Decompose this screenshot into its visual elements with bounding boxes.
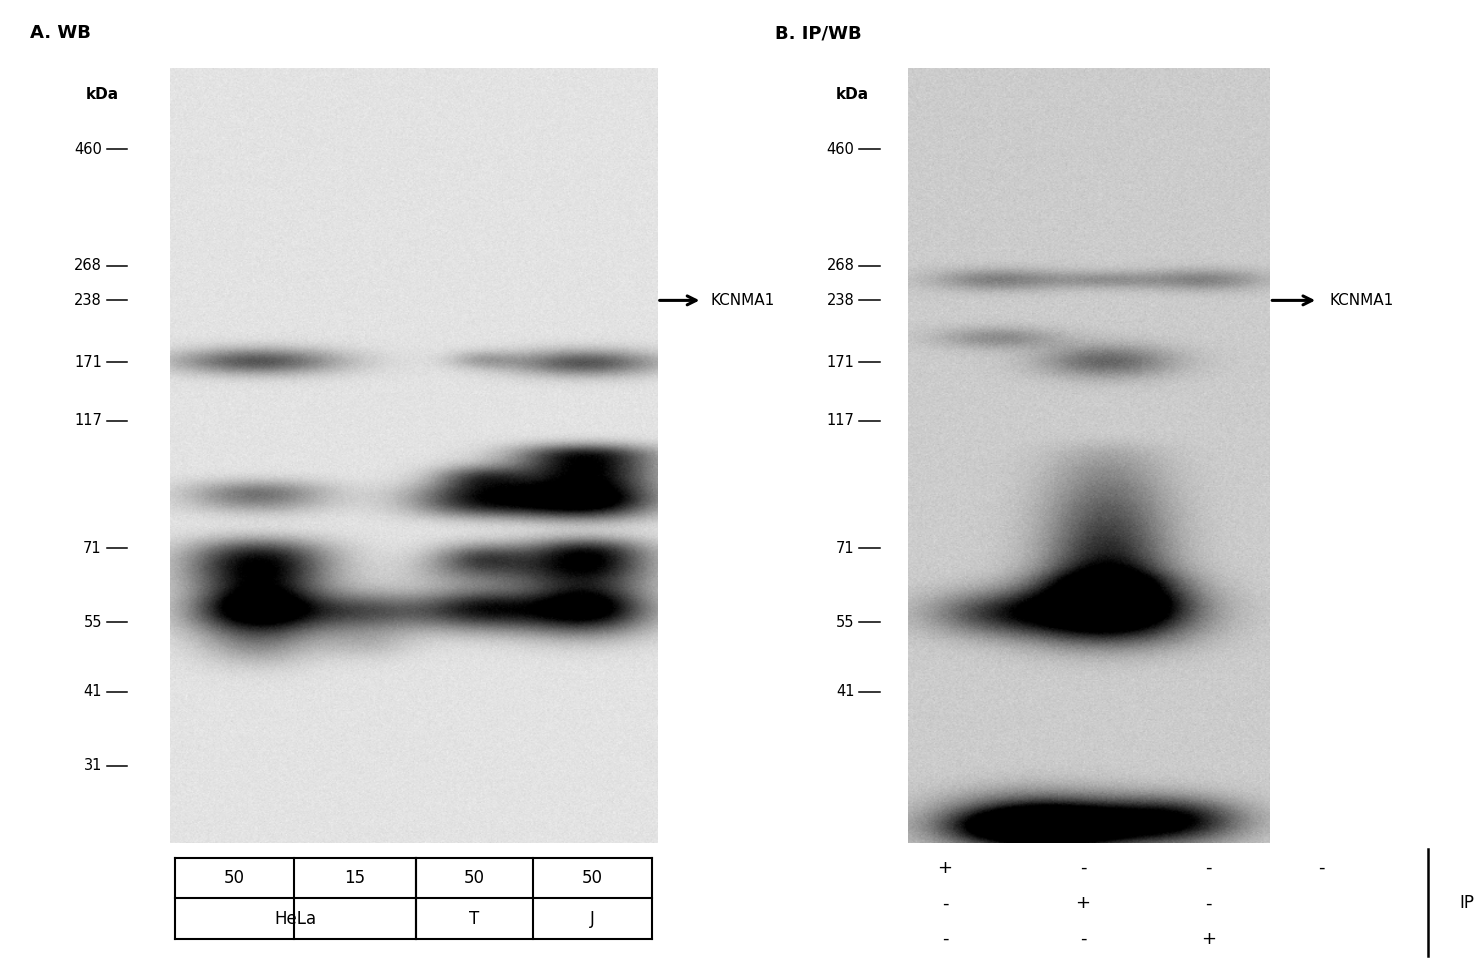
Text: KCNMA1: KCNMA1 bbox=[1328, 293, 1393, 308]
Text: T: T bbox=[469, 910, 480, 927]
Text: +: + bbox=[1076, 894, 1091, 913]
Text: A. WB: A. WB bbox=[30, 24, 90, 43]
Text: 71: 71 bbox=[835, 541, 855, 556]
Text: 15: 15 bbox=[344, 869, 366, 888]
Text: -: - bbox=[942, 930, 948, 948]
Text: 41: 41 bbox=[83, 684, 102, 700]
Text: 117: 117 bbox=[827, 413, 855, 428]
Text: 55: 55 bbox=[83, 614, 102, 630]
Text: 171: 171 bbox=[827, 355, 855, 370]
Text: -: - bbox=[1080, 930, 1086, 948]
Text: 268: 268 bbox=[74, 258, 102, 273]
Text: B. IP/WB: B. IP/WB bbox=[775, 24, 862, 43]
Text: -: - bbox=[1206, 860, 1212, 877]
Text: 268: 268 bbox=[827, 258, 855, 273]
Text: 71: 71 bbox=[83, 541, 102, 556]
Text: 50: 50 bbox=[224, 869, 245, 888]
Text: 31: 31 bbox=[84, 758, 102, 773]
Text: IP: IP bbox=[1460, 894, 1475, 913]
Text: kDa: kDa bbox=[86, 87, 118, 103]
Text: HeLa: HeLa bbox=[275, 910, 316, 927]
Text: +: + bbox=[1201, 930, 1216, 948]
Text: 55: 55 bbox=[835, 614, 855, 630]
Text: J: J bbox=[590, 910, 595, 927]
Text: KCNMA1: KCNMA1 bbox=[710, 293, 775, 308]
Text: 171: 171 bbox=[74, 355, 102, 370]
Text: 50: 50 bbox=[463, 869, 484, 888]
Text: 117: 117 bbox=[74, 413, 102, 428]
Text: -: - bbox=[1080, 860, 1086, 877]
Text: 238: 238 bbox=[74, 293, 102, 308]
Text: 238: 238 bbox=[827, 293, 855, 308]
Text: 50: 50 bbox=[582, 869, 602, 888]
Text: -: - bbox=[1318, 860, 1324, 877]
Text: +: + bbox=[937, 860, 952, 877]
Text: 41: 41 bbox=[835, 684, 855, 700]
Text: -: - bbox=[942, 894, 948, 913]
Text: kDa: kDa bbox=[835, 87, 868, 103]
Text: 460: 460 bbox=[827, 141, 855, 157]
Text: -: - bbox=[1206, 894, 1212, 913]
Text: 460: 460 bbox=[74, 141, 102, 157]
